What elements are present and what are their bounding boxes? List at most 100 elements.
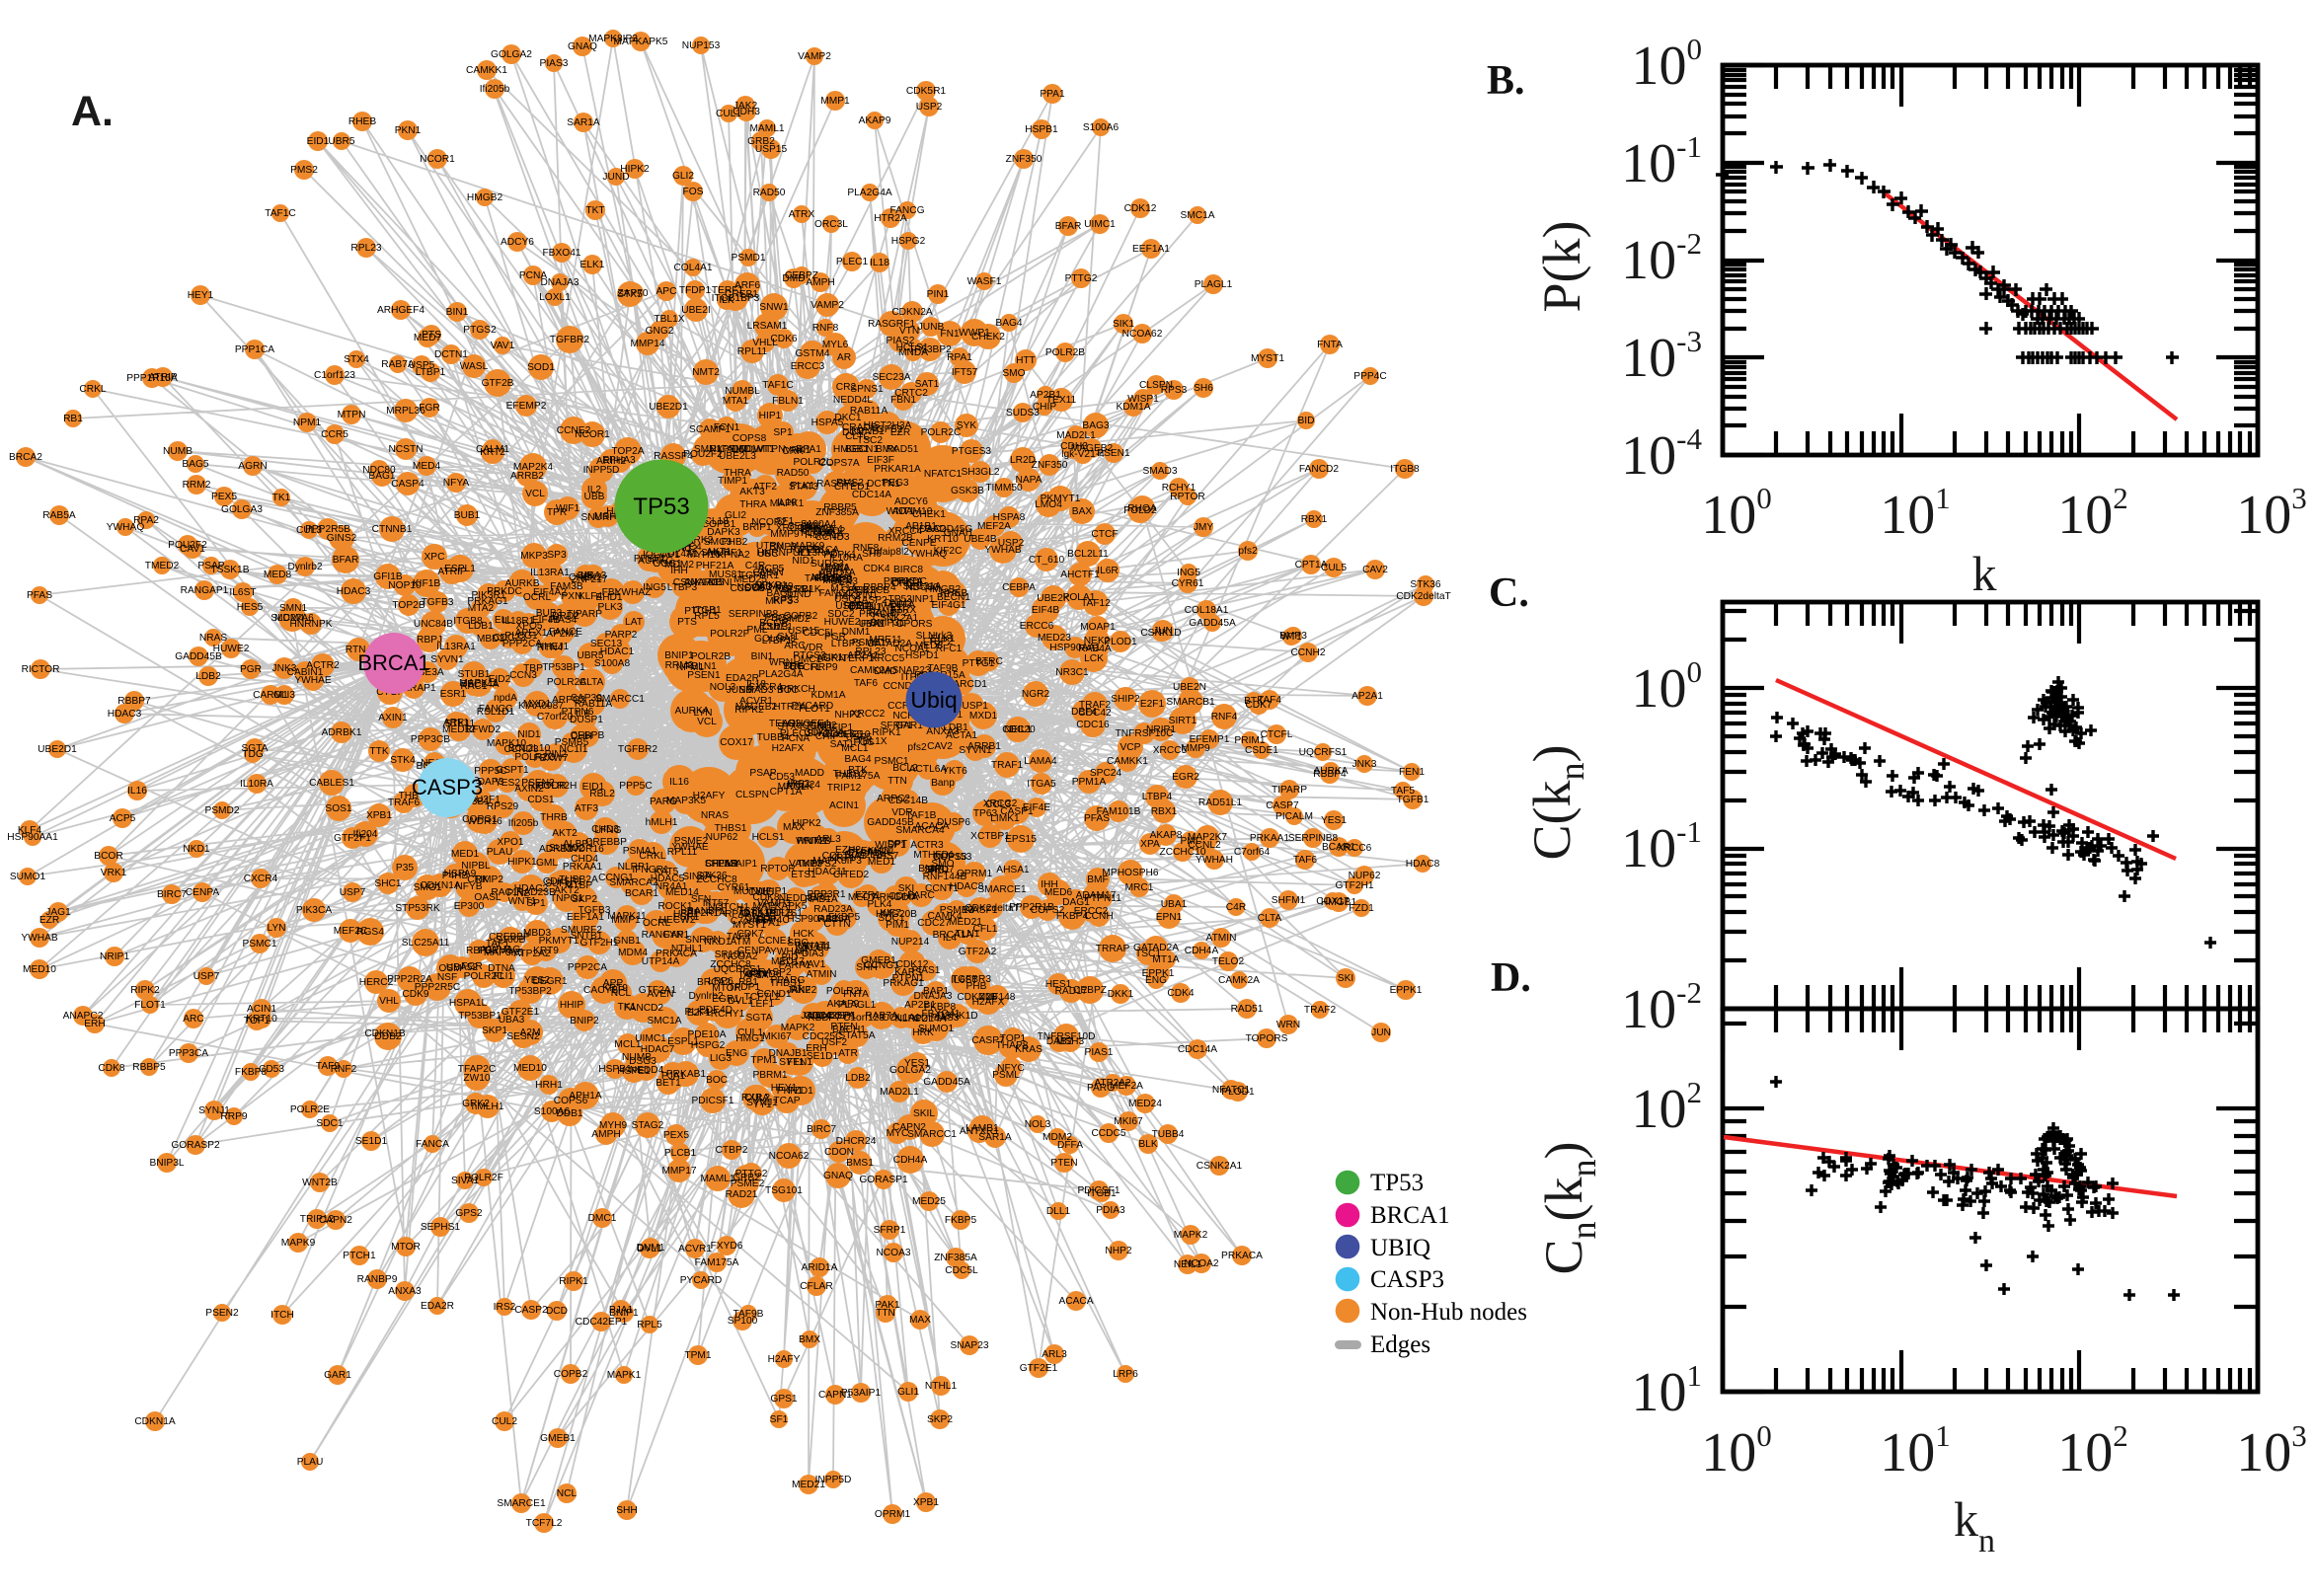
svg-text:ARL3: ARL3 [1042, 1349, 1067, 1360]
svg-text:MAP2K4: MAP2K4 [513, 462, 554, 473]
svg-text:XPA: XPA [1140, 839, 1160, 850]
svg-text:VDR: VDR [891, 807, 913, 818]
svg-text:NOL3: NOL3 [1025, 1119, 1051, 1130]
svg-text:BCAR1: BCAR1 [1322, 842, 1355, 853]
svg-text:FYN: FYN [663, 930, 683, 941]
svg-text:CAMK2A: CAMK2A [1218, 975, 1260, 986]
svg-text:TP53: TP53 [1370, 1170, 1424, 1196]
svg-text:GOLGA2: GOLGA2 [491, 49, 532, 60]
svg-text:MTPN: MTPN [338, 410, 366, 420]
svg-text:DAPK3: DAPK3 [707, 527, 740, 538]
svg-text:CDC20: CDC20 [1002, 724, 1036, 735]
svg-text:NEK2: NEK2 [1084, 636, 1111, 646]
svg-text:VCP: VCP [1120, 742, 1141, 753]
svg-text:NEDD4L: NEDD4L [833, 395, 874, 406]
svg-text:SCAMP1: SCAMP1 [689, 424, 731, 435]
svg-text:YWHAH: YWHAH [1196, 855, 1233, 866]
svg-text:ITM2B: ITM2B [823, 574, 853, 585]
svg-text:NHP2: NHP2 [834, 710, 862, 721]
svg-text:P4HB: P4HB [442, 871, 469, 881]
svg-text:APC: APC [656, 286, 677, 297]
svg-text:GPS2: GPS2 [455, 1208, 483, 1219]
svg-text:UBE2D1: UBE2D1 [38, 744, 77, 755]
svg-text:COX17: COX17 [720, 737, 753, 748]
svg-text:MXD1: MXD1 [969, 711, 998, 722]
svg-text:TAF6: TAF6 [854, 678, 878, 689]
svg-text:SMC1A: SMC1A [1180, 210, 1214, 221]
svg-text:HIPK2: HIPK2 [792, 818, 821, 829]
svg-text:NID1: NID1 [517, 729, 541, 740]
svg-text:C1orf123: C1orf123 [314, 370, 355, 381]
svg-text:MCL1: MCL1 [614, 1039, 642, 1050]
svg-text:UBE2L3: UBE2L3 [719, 451, 756, 462]
svg-text:RHOA: RHOA [1127, 503, 1157, 514]
svg-text:CASP2: CASP2 [514, 1305, 548, 1316]
svg-text:ANAPC2: ANAPC2 [63, 1011, 104, 1022]
svg-text:IL18: IL18 [746, 679, 766, 690]
svg-text:PRKAB1: PRKAB1 [666, 1069, 707, 1080]
svg-text:SGTA: SGTA [242, 743, 269, 754]
svg-text:ERCC3: ERCC3 [791, 361, 825, 372]
svg-text:ARL3: ARL3 [815, 834, 841, 845]
svg-text:PSEN1: PSEN1 [1097, 448, 1130, 459]
svg-text:PLK3: PLK3 [598, 602, 623, 613]
svg-text:RPTOR: RPTOR [1170, 492, 1204, 502]
svg-text:PLAGL1: PLAGL1 [1195, 279, 1233, 290]
svg-text:hMLH1: hMLH1 [646, 817, 678, 828]
svg-text:USF2: USF2 [821, 1037, 847, 1048]
svg-text:PBRM1: PBRM1 [752, 1070, 787, 1081]
svg-text:MYH10: MYH10 [687, 550, 721, 561]
svg-text:CDK5R1: CDK5R1 [906, 86, 947, 97]
svg-text:PTGES3: PTGES3 [952, 446, 992, 457]
svg-text:LR2D: LR2D [1010, 455, 1036, 466]
svg-text:BFAR: BFAR [333, 555, 359, 566]
svg-text:VAV1: VAV1 [491, 341, 515, 351]
svg-text:ACIN1: ACIN1 [829, 800, 859, 811]
svg-text:HEY1: HEY1 [188, 290, 214, 301]
svg-text:HSPD1: HSPD1 [905, 650, 939, 661]
svg-text:CDK7: CDK7 [1245, 700, 1273, 711]
svg-text:PRKACA: PRKACA [1221, 1251, 1263, 1261]
svg-text:VCL: VCL [525, 489, 545, 499]
svg-text:ITGB8: ITGB8 [1390, 464, 1420, 475]
svg-text:BLK: BLK [1138, 1139, 1157, 1150]
svg-text:CFL1: CFL1 [973, 924, 998, 935]
svg-text:HRH1: HRH1 [535, 1080, 563, 1091]
svg-text:SAT1: SAT1 [915, 379, 940, 390]
svg-text:FKBP8: FKBP8 [235, 1067, 268, 1078]
svg-text:XRCC2: XRCC2 [983, 798, 1018, 809]
svg-text:CYR61: CYR61 [1172, 578, 1204, 589]
svg-text:GLI3: GLI3 [273, 690, 295, 701]
svg-text:PCNA: PCNA [782, 733, 811, 744]
svg-text:HCLS1: HCLS1 [752, 832, 785, 843]
svg-text:CTCF: CTCF [1091, 529, 1118, 540]
svg-text:BAP1: BAP1 [923, 986, 949, 997]
svg-text:MRC1: MRC1 [1125, 882, 1154, 893]
svg-text:CSNK2A1: CSNK2A1 [1197, 1161, 1243, 1172]
svg-text:SEPHS1: SEPHS1 [421, 1222, 461, 1233]
svg-text:SH6: SH6 [1194, 383, 1213, 394]
svg-text:IL16: IL16 [127, 786, 147, 797]
svg-text:SMARCE1: SMARCE1 [977, 884, 1027, 895]
svg-text:NTHL1: NTHL1 [925, 1381, 958, 1392]
svg-text:FLOT1: FLOT1 [134, 1000, 166, 1011]
svg-text:BAG5: BAG5 [182, 459, 209, 470]
svg-text:HSPB1: HSPB1 [1025, 124, 1058, 135]
svg-text:CTBP2: CTBP2 [716, 1145, 748, 1156]
svg-text:CDON: CDON [824, 1147, 854, 1158]
svg-text:EIF4B: EIF4B [1032, 605, 1060, 616]
svg-text:TUBB2A: TUBB2A [559, 874, 598, 885]
svg-text:STP53RK: STP53RK [395, 903, 440, 914]
svg-text:WRN: WRN [769, 657, 793, 668]
svg-text:RPL5: RPL5 [694, 611, 720, 622]
svg-text:PSMD1: PSMD1 [731, 253, 765, 264]
svg-text:FOS: FOS [683, 187, 704, 197]
svg-text:PXN: PXN [562, 591, 582, 602]
svg-text:SPNS1: SPNS1 [850, 384, 884, 395]
svg-text:MED1: MED1 [451, 849, 480, 860]
svg-text:RGS4: RGS4 [356, 927, 384, 938]
svg-text:BMS1: BMS1 [846, 1158, 874, 1169]
svg-text:SKIL: SKIL [913, 1108, 935, 1119]
svg-text:FGR: FGR [461, 961, 483, 972]
svg-text:ATF3: ATF3 [575, 803, 598, 814]
